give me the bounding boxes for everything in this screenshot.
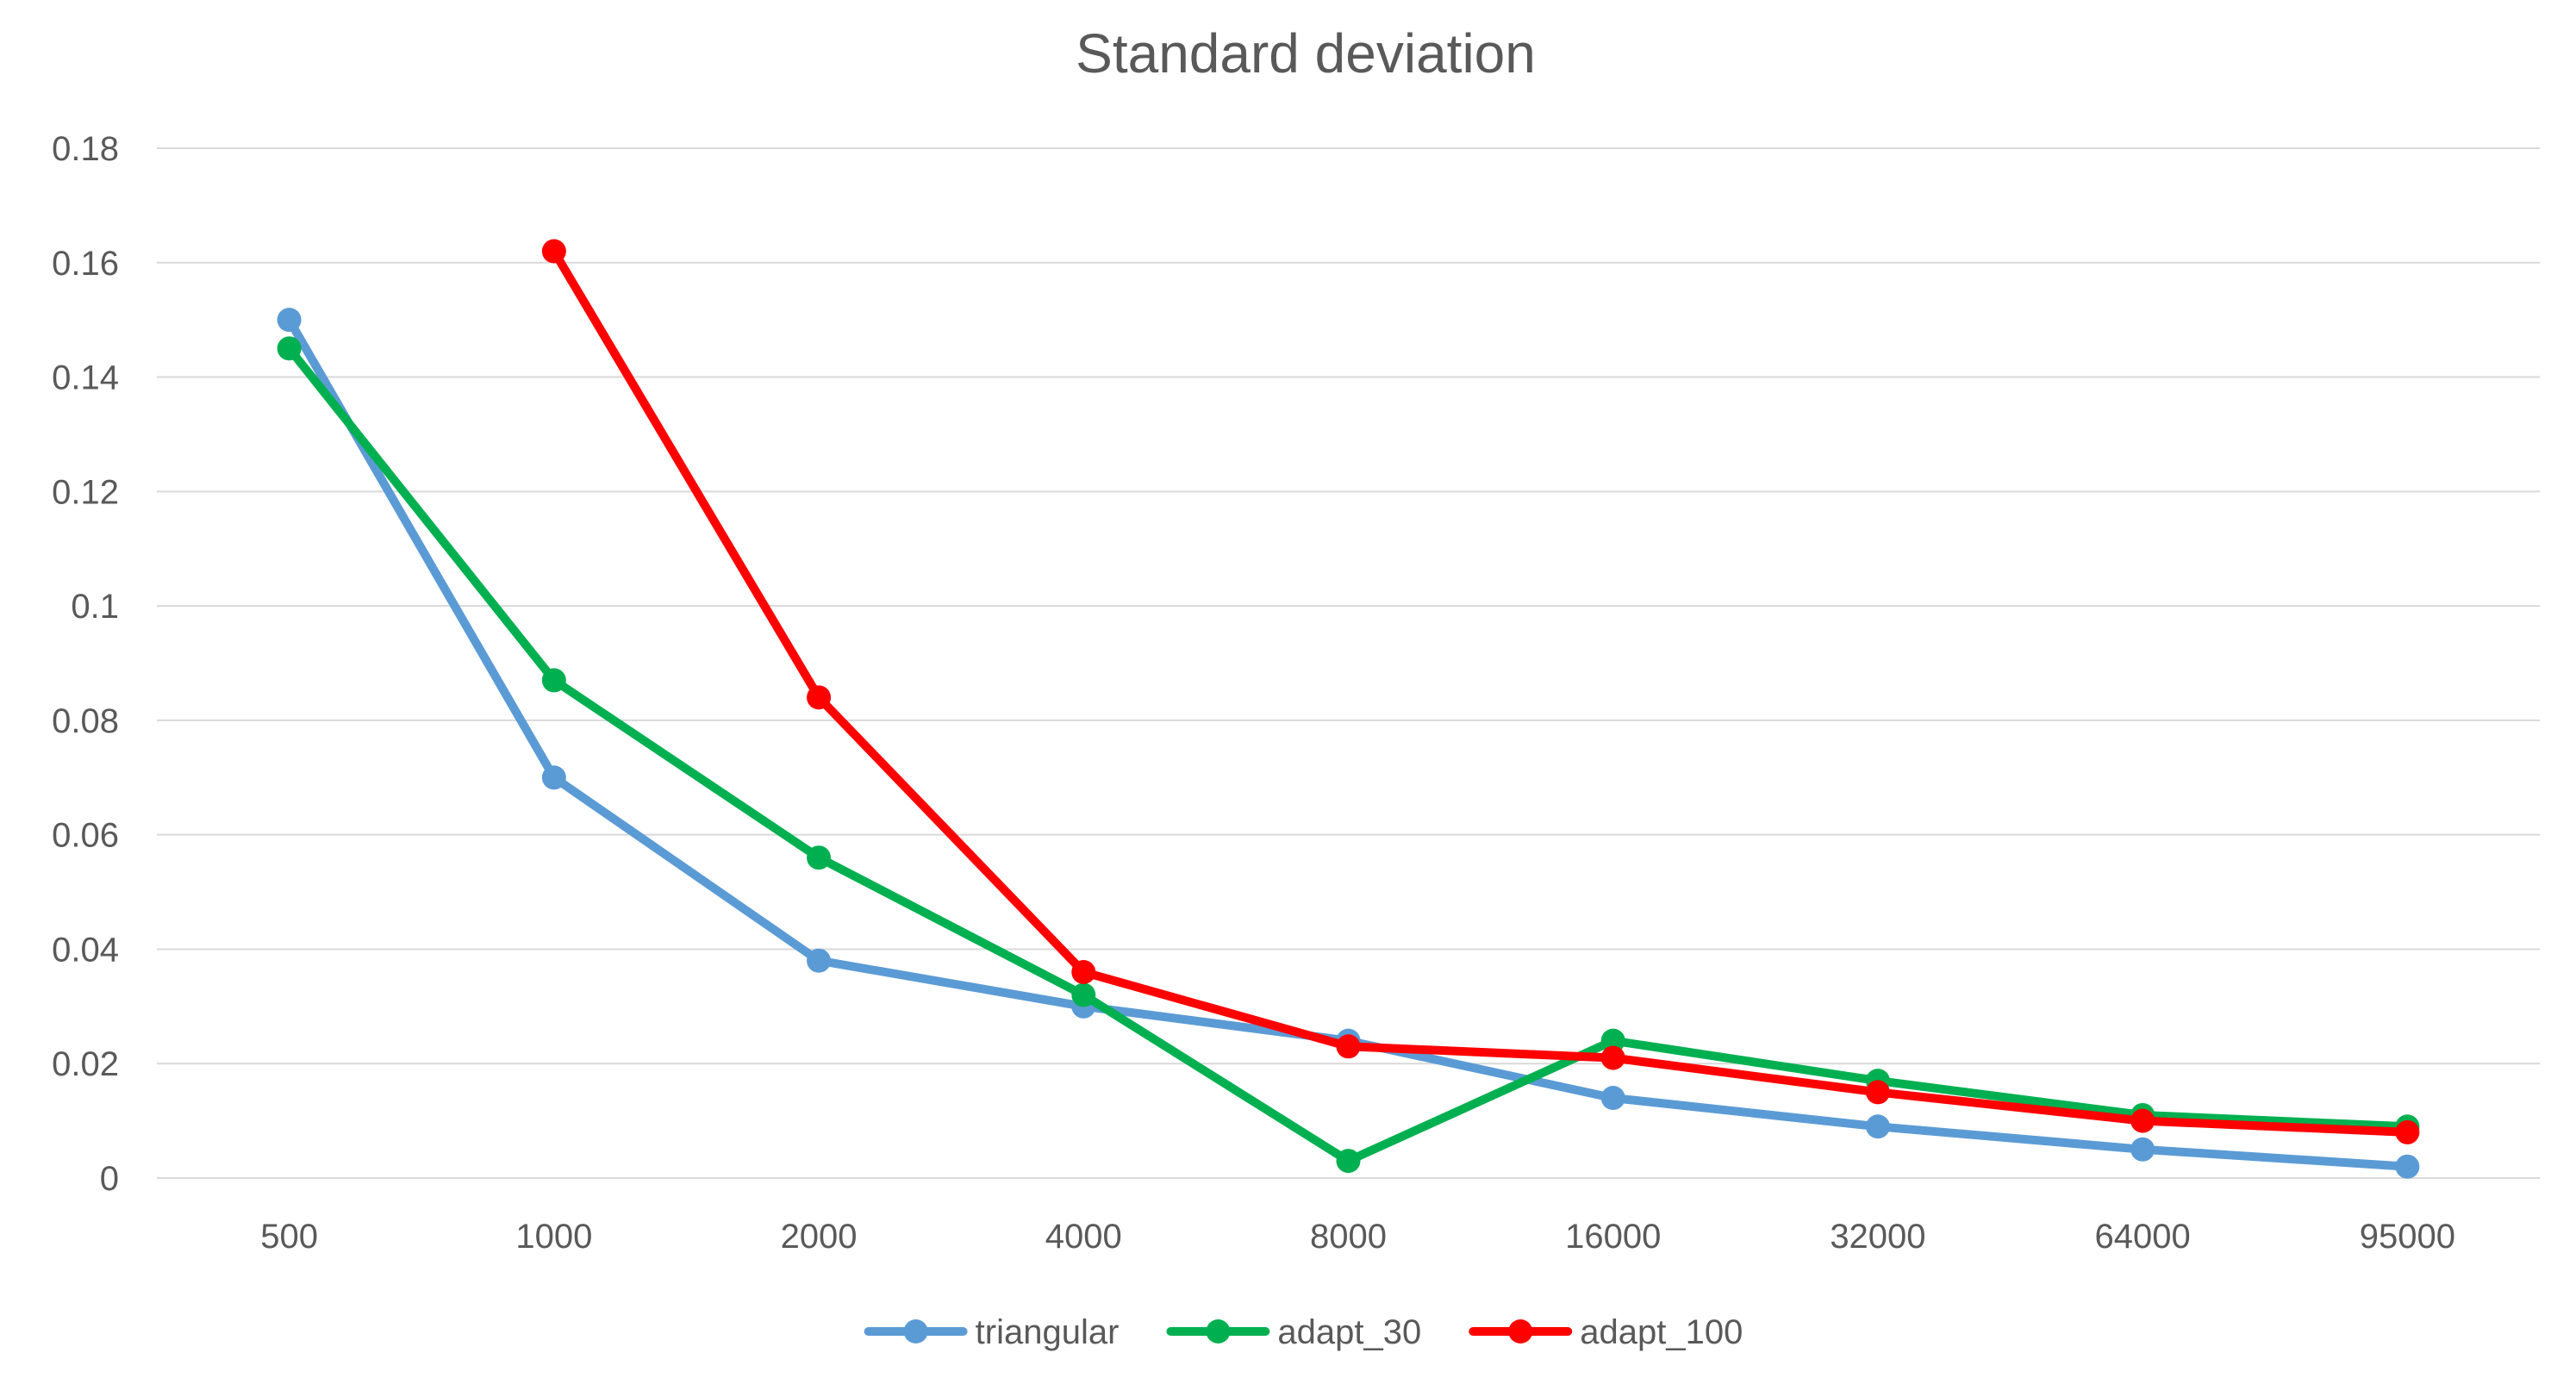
x-tick-label: 8000 [1310, 1218, 1387, 1256]
x-tick-label: 4000 [1045, 1218, 1122, 1256]
data-point [807, 948, 832, 973]
data-point [807, 685, 832, 710]
data-point [1865, 1114, 1890, 1139]
y-tick-label: 0 [100, 1160, 119, 1198]
y-axis-ticks: 0 0.02 0.04 0.06 0.08 0.1 0.12 0.14 0.16 0.18 [52, 130, 119, 1198]
x-axis-ticks: 500 1000 2000 4000 8000 16000 32000 64000 95000 [260, 1218, 2455, 1256]
x-tick-label: 500 [260, 1218, 318, 1256]
y-tick-label: 0.06 [52, 817, 119, 855]
data-point [1600, 1028, 1625, 1053]
y-tick-label: 0.14 [52, 359, 119, 397]
series-line [549, 246, 2412, 1137]
data-point [1336, 1149, 1361, 1174]
legend-swatch-marker [903, 1319, 928, 1343]
gridlines [157, 147, 2540, 1179]
x-tick-label: 64000 [2095, 1218, 2191, 1256]
data-point [541, 668, 566, 693]
data-point [2395, 1119, 2420, 1144]
legend-item-adapt-100: adapt_100 [1469, 1313, 1743, 1351]
data-point [1600, 1086, 1625, 1111]
data-point [807, 845, 832, 870]
data-point [277, 308, 302, 333]
legend-swatch-marker [1508, 1319, 1533, 1343]
data-point [2130, 1108, 2155, 1133]
y-tick-label: 0.1 [71, 588, 119, 626]
legend-item-triangular: triangular [864, 1313, 1120, 1351]
legend-label: triangular [976, 1313, 1120, 1351]
y-tick-label: 0.08 [52, 702, 119, 740]
data-point [277, 336, 302, 361]
data-point [2395, 1154, 2420, 1179]
y-tick-label: 0.16 [52, 245, 119, 283]
legend-item-adapt-30: adapt_30 [1166, 1313, 1421, 1351]
y-tick-label: 0.02 [52, 1045, 119, 1083]
series-group [277, 239, 2420, 1179]
data-point [1336, 1034, 1361, 1059]
data-point [2130, 1137, 2155, 1162]
x-tick-label: 1000 [515, 1218, 592, 1256]
x-tick-label: 32000 [1830, 1218, 1925, 1256]
legend-label: adapt_100 [1580, 1313, 1743, 1351]
y-tick-label: 0.12 [52, 473, 119, 511]
data-point [1865, 1080, 1890, 1105]
data-point [1071, 982, 1096, 1007]
data-point [541, 765, 566, 790]
x-tick-label: 95000 [2360, 1218, 2455, 1256]
x-tick-label: 2000 [781, 1218, 858, 1256]
y-tick-label: 0.04 [52, 931, 119, 969]
legend: triangular adapt_30 adapt_100 [864, 1313, 1743, 1351]
data-point [1071, 960, 1096, 984]
data-point [1600, 1045, 1625, 1070]
series-adapt-100 [541, 239, 2420, 1144]
legend-swatch-marker [1206, 1319, 1231, 1343]
data-point [541, 239, 566, 264]
legend-label: adapt_30 [1277, 1313, 1421, 1351]
chart-title: Standard deviation [1076, 22, 1536, 84]
y-tick-label: 0.18 [52, 130, 119, 168]
x-tick-label: 16000 [1565, 1218, 1661, 1256]
